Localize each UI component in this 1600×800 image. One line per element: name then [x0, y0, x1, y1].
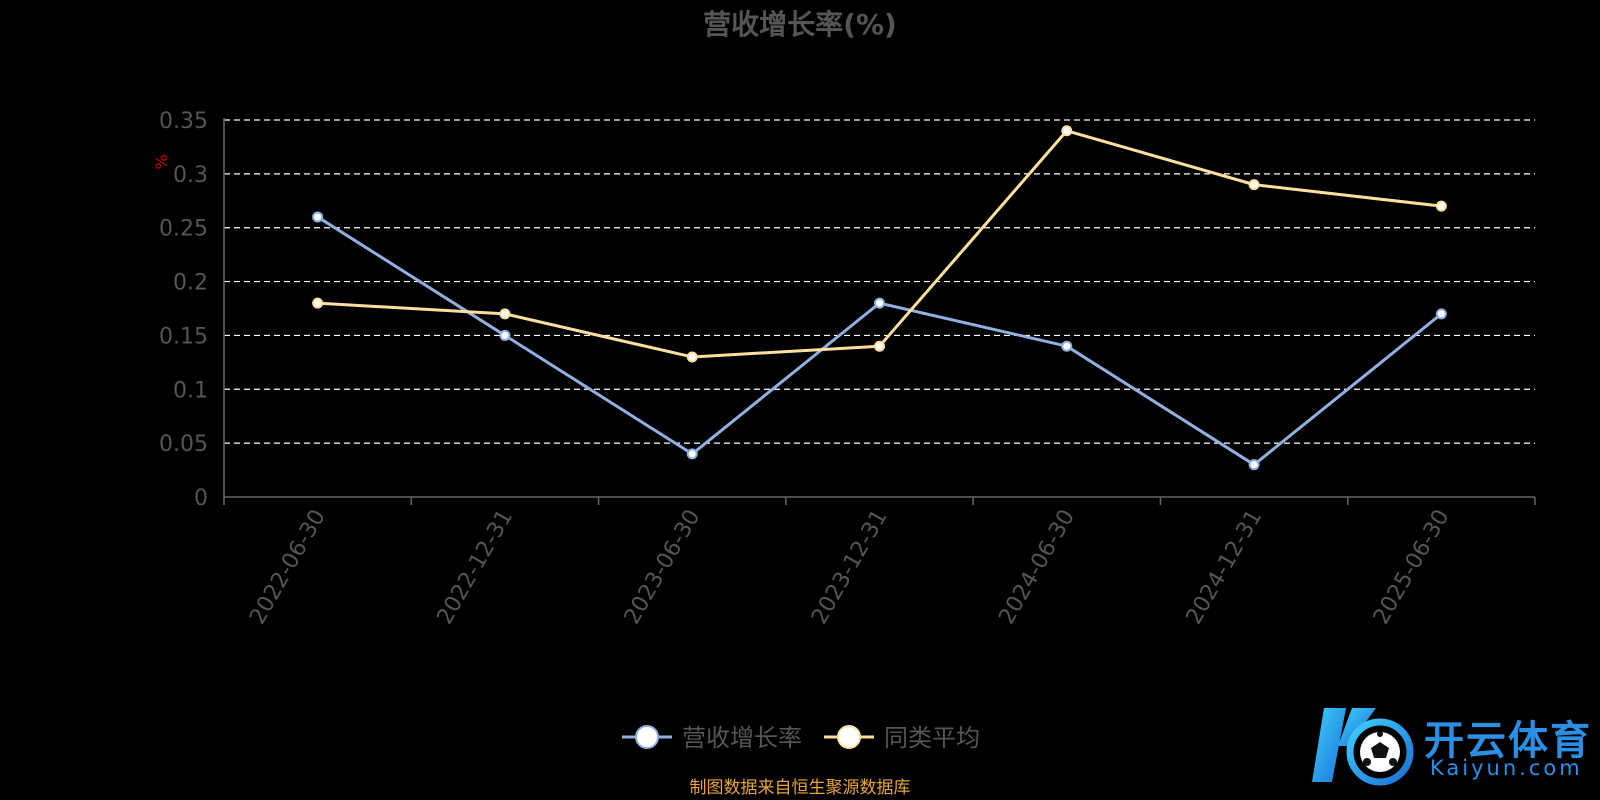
data-point	[1061, 340, 1073, 352]
y-axis-label: %	[152, 154, 171, 169]
data-point	[1248, 459, 1260, 471]
x-tick-label: 2025-06-30	[1369, 506, 1455, 629]
axes: 0 0.05 0.1 0.15 0.2 0.25 0.3 0.35 2022-06-30 2022…	[159, 109, 1536, 629]
legend: 营收增长率 同类平均	[622, 724, 980, 752]
y-tick-label: 0.2	[173, 271, 208, 296]
watermark-domain: Kaiyun.com	[1430, 756, 1583, 780]
data-point	[686, 448, 698, 460]
x-tick-label: 2022-06-30	[245, 506, 331, 629]
y-tick-label: 0.3	[173, 163, 208, 188]
k-soccer-ball-logo-icon	[1312, 708, 1414, 786]
y-tick-label: 0	[194, 486, 208, 511]
x-tick-label: 2024-06-30	[994, 506, 1080, 629]
data-point	[499, 308, 511, 320]
legend-label: 营收增长率	[682, 724, 802, 752]
grid-lines	[224, 119, 1535, 444]
legend-marker	[635, 725, 659, 749]
legend-label: 同类平均	[884, 724, 980, 752]
data-point	[686, 351, 698, 363]
x-tick-label: 2023-06-30	[620, 506, 706, 629]
data-point	[1435, 200, 1447, 212]
x-tick-label: 2022-12-31	[433, 506, 519, 629]
y-tick-label: 0.1	[173, 378, 208, 403]
y-tick-label: 0.15	[159, 324, 208, 349]
data-point	[874, 297, 885, 309]
data-point	[1248, 179, 1260, 191]
series-lines	[312, 125, 1447, 471]
x-tick-label: 2024-12-31	[1182, 506, 1268, 629]
legend-marker	[837, 725, 861, 749]
data-point	[1435, 308, 1447, 320]
y-tick-label: 0.05	[159, 432, 208, 457]
chart-title: 营收增长率(%)	[703, 8, 897, 41]
y-tick-label: 0.35	[159, 109, 208, 134]
x-tick-label: 2023-12-31	[807, 506, 893, 629]
watermark-brand: 开云体育	[1424, 718, 1592, 764]
source-note: 制图数据来自恒生聚源数据库	[690, 778, 911, 798]
y-tick-label: 0.25	[159, 217, 208, 242]
data-point	[499, 329, 511, 341]
data-point	[874, 340, 885, 352]
watermark: 开云体育 Kaiyun.com	[1312, 700, 1592, 790]
data-point	[312, 297, 324, 309]
data-point	[312, 211, 324, 223]
data-point	[1061, 125, 1073, 137]
